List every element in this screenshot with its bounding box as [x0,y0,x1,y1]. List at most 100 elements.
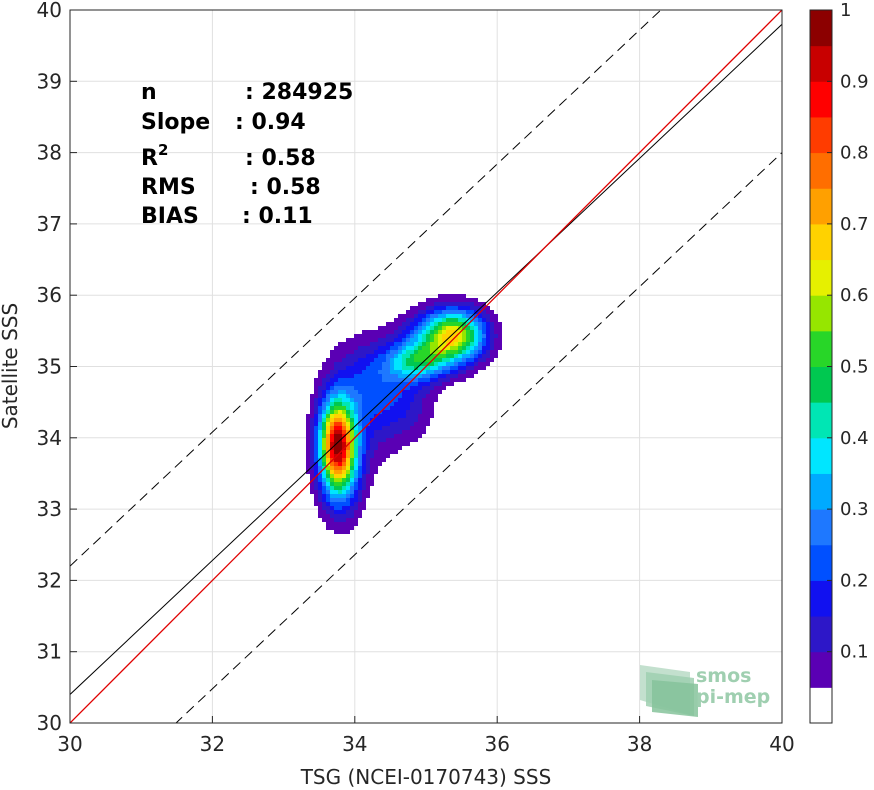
density-cell [462,306,466,310]
density-cell [330,478,334,482]
density-cell [326,510,330,514]
density-cell [322,410,326,414]
density-cell [450,310,454,314]
density-cell [462,358,466,362]
density-cell [326,478,330,482]
density-cell [330,378,334,382]
density-cell [414,422,418,426]
density-cell [442,326,446,330]
density-cell [406,310,410,314]
density-cell [422,410,426,414]
colorbar-segment [810,402,832,439]
density-cell [350,506,354,510]
density-cell [366,406,370,410]
density-cell [314,402,318,406]
density-cell [442,318,446,322]
density-cell [338,530,342,534]
density-cell [350,354,354,358]
density-cell [314,386,318,390]
density-cell [354,446,358,450]
density-cell [354,438,358,442]
density-cell [366,490,370,494]
density-cell [382,346,386,350]
density-cell [438,294,442,298]
density-cell [314,434,318,438]
density-cell [402,430,406,434]
density-cell [446,302,450,306]
density-cell [350,338,354,342]
density-cell [418,418,422,422]
density-cell [306,418,310,422]
density-cell [314,486,318,490]
density-cell [466,366,470,370]
density-cell [414,406,418,410]
density-cell [490,314,494,318]
density-cell [470,310,474,314]
density-cell [322,506,326,510]
density-cell [374,406,378,410]
density-cell [450,334,454,338]
density-cell [398,362,402,366]
density-cell [426,386,430,390]
density-cell [390,446,394,450]
density-cell [314,414,318,418]
density-cell [334,458,338,462]
density-cell [454,342,458,346]
density-cell [422,378,426,382]
density-cell [386,330,390,334]
density-cell [322,490,326,494]
density-cell [310,434,314,438]
density-cell [478,314,482,318]
density-cell [354,390,358,394]
density-cell [434,302,438,306]
density-cell [358,338,362,342]
density-cell [398,314,402,318]
density-cell [318,370,322,374]
density-cell [326,398,330,402]
density-cell [458,378,462,382]
density-cell [398,358,402,362]
density-cell [430,330,434,334]
density-cell [314,490,318,494]
stat-value: : 0.58 [245,146,316,171]
density-cell [414,314,418,318]
colorbar-tick-label: 0.6 [840,285,869,306]
density-cell [350,490,354,494]
density-cell [338,382,342,386]
density-cell [342,514,346,518]
stat-label: BIAS [141,204,199,229]
density-cell [478,342,482,346]
density-cell [446,378,450,382]
density-cell [330,482,334,486]
density-cell [410,438,414,442]
density-cell [374,438,378,442]
density-cell [342,354,346,358]
density-cell [438,382,442,386]
density-cell [370,474,374,478]
density-cell [434,394,438,398]
colorbar-segment [810,259,832,296]
density-cell [382,382,386,386]
density-cell [350,366,354,370]
density-cell [326,494,330,498]
density-cell [462,350,466,354]
density-cell [350,342,354,346]
density-cell [418,434,422,438]
density-cell [326,490,330,494]
density-cell [310,450,314,454]
density-cell [486,322,490,326]
density-cell [354,510,358,514]
density-cell [366,430,370,434]
density-cell [378,326,382,330]
density-cell [486,338,490,342]
density-cell [442,314,446,318]
density-cell [390,402,394,406]
density-cell [410,366,414,370]
density-cell [370,430,374,434]
density-cell [402,354,406,358]
density-cell [334,350,338,354]
density-cell [462,334,466,338]
density-cell [390,334,394,338]
density-cell [322,394,326,398]
colorbar-segment [810,544,832,581]
